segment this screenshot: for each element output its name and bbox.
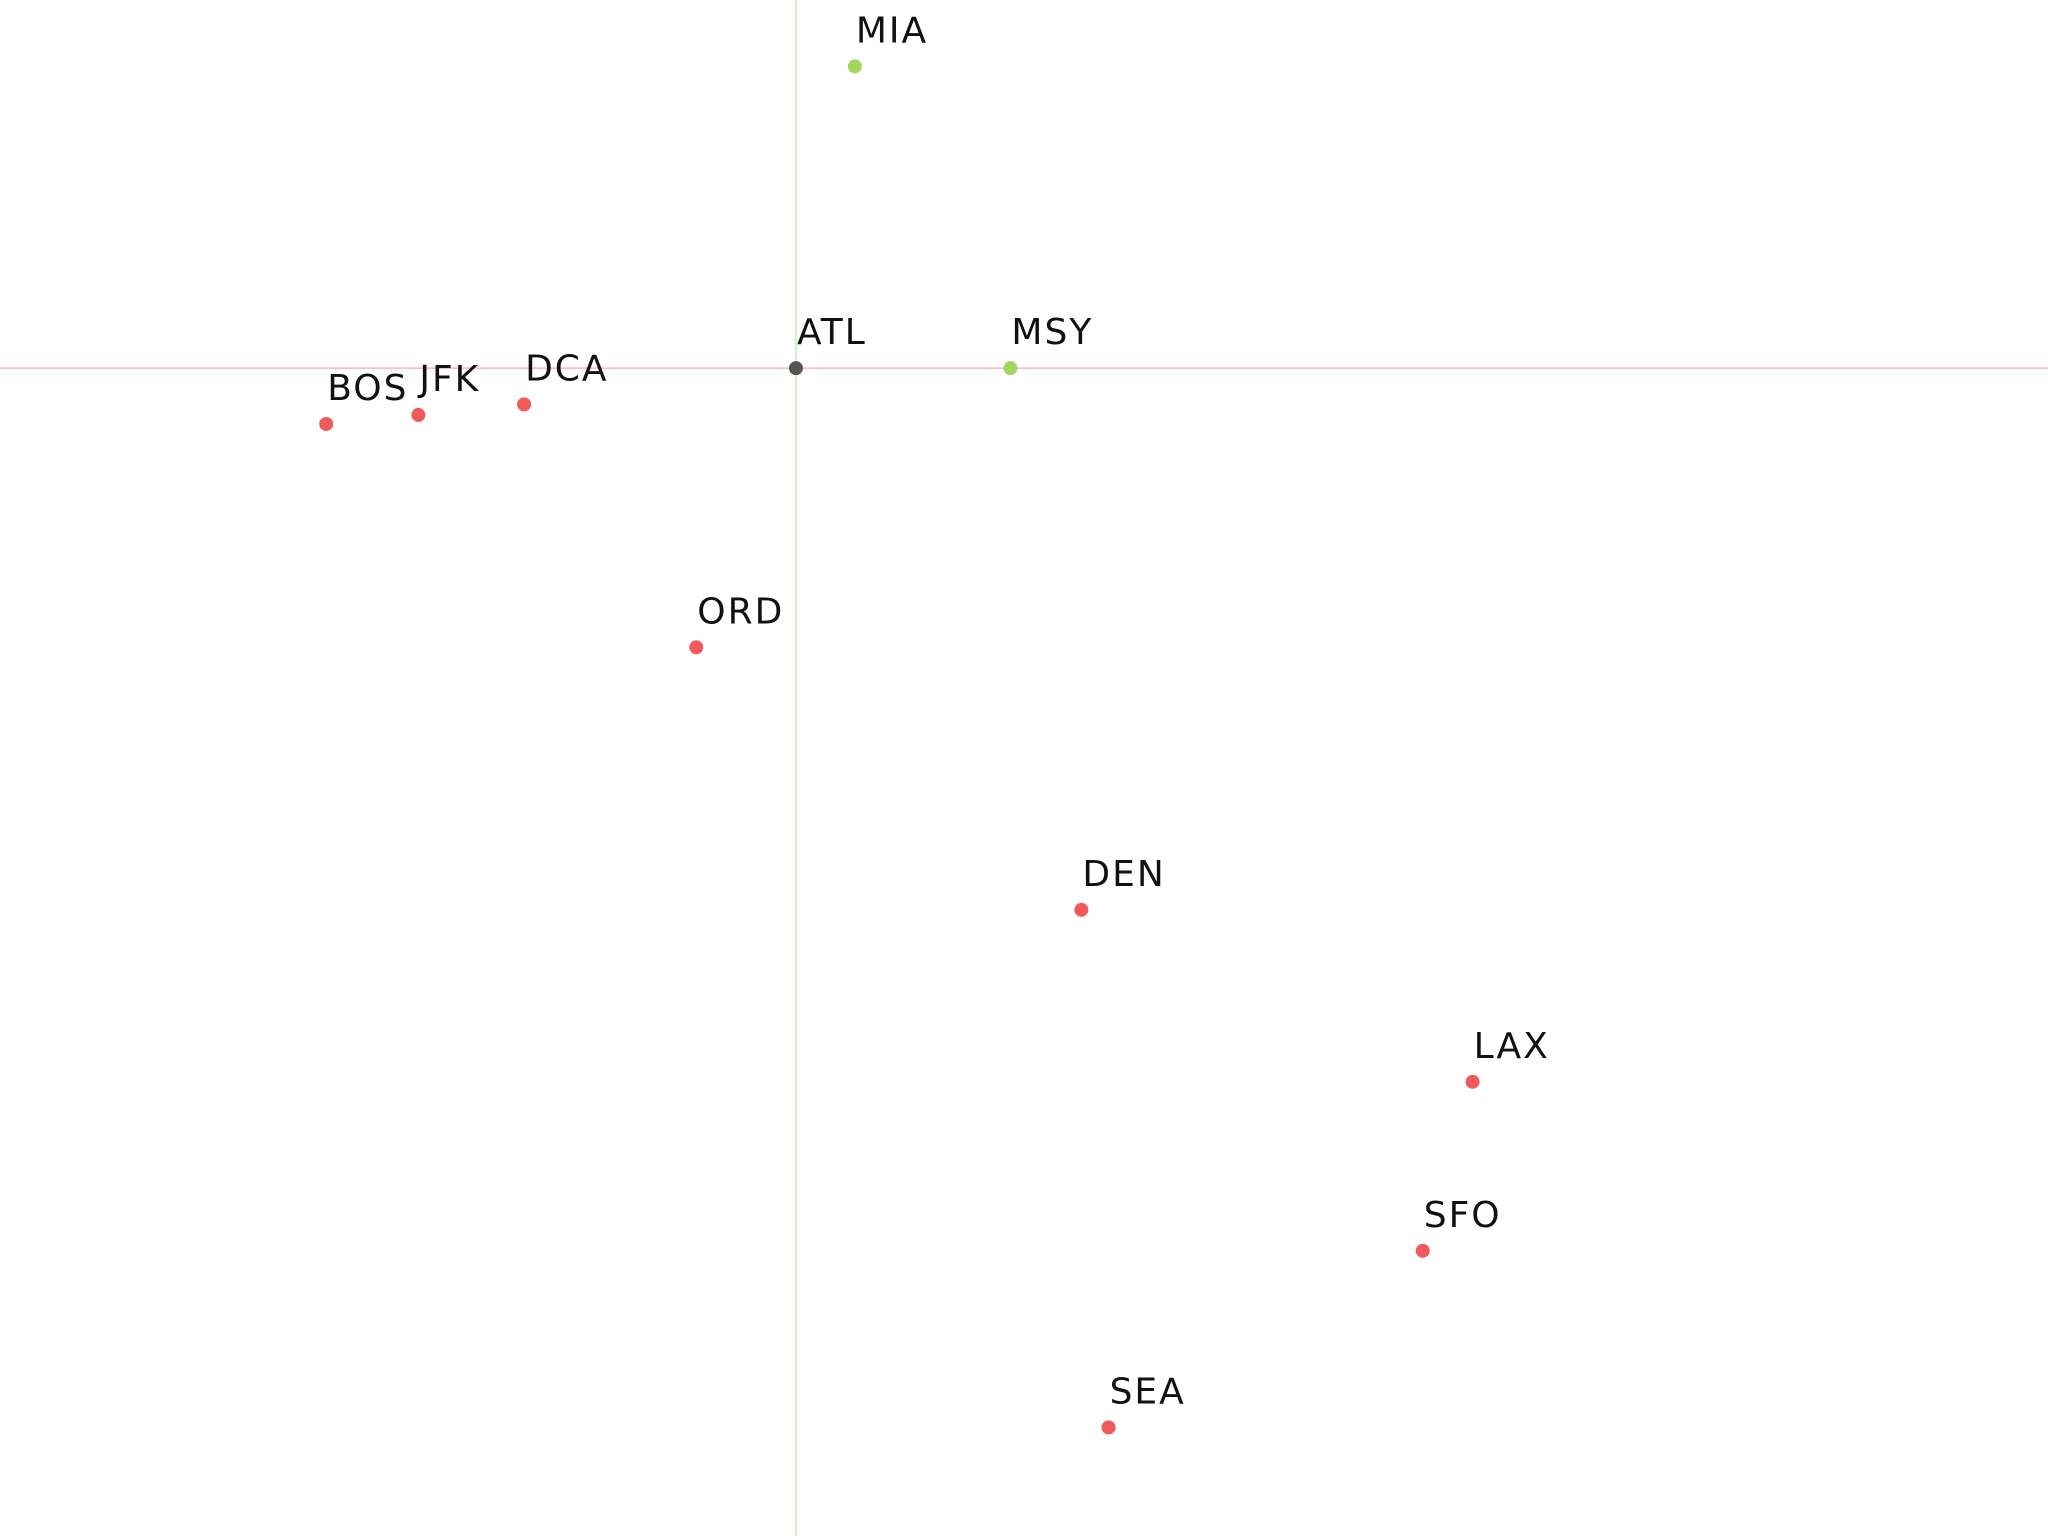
point-dca [517, 397, 532, 412]
data-points [319, 59, 1480, 1435]
point-sfo [1415, 1243, 1430, 1258]
label-den: DEN [1082, 854, 1165, 895]
label-sea: SEA [1110, 1371, 1186, 1412]
label-mia: MIA [856, 10, 928, 51]
point-den [1074, 902, 1089, 917]
label-sfo: SFO [1424, 1195, 1502, 1236]
point-sea [1101, 1420, 1116, 1435]
point-ord [689, 640, 704, 655]
point-msy [1003, 361, 1018, 376]
label-atl: ATL [797, 312, 867, 353]
point-atl [788, 361, 803, 376]
label-dca: DCA [525, 348, 608, 389]
label-ord: ORD [697, 591, 784, 632]
point-jfk [411, 407, 426, 422]
point-lax [1465, 1074, 1480, 1089]
point-bos [319, 416, 334, 431]
point-labels: MIA ATL MSY BOS JFK DCA ORD DEN LAX SFO SEA [327, 10, 1550, 1412]
point-mia [847, 59, 862, 74]
label-bos: BOS [327, 368, 408, 409]
label-lax: LAX [1474, 1026, 1550, 1067]
label-msy: MSY [1011, 312, 1093, 353]
label-jfk: JFK [417, 359, 480, 400]
